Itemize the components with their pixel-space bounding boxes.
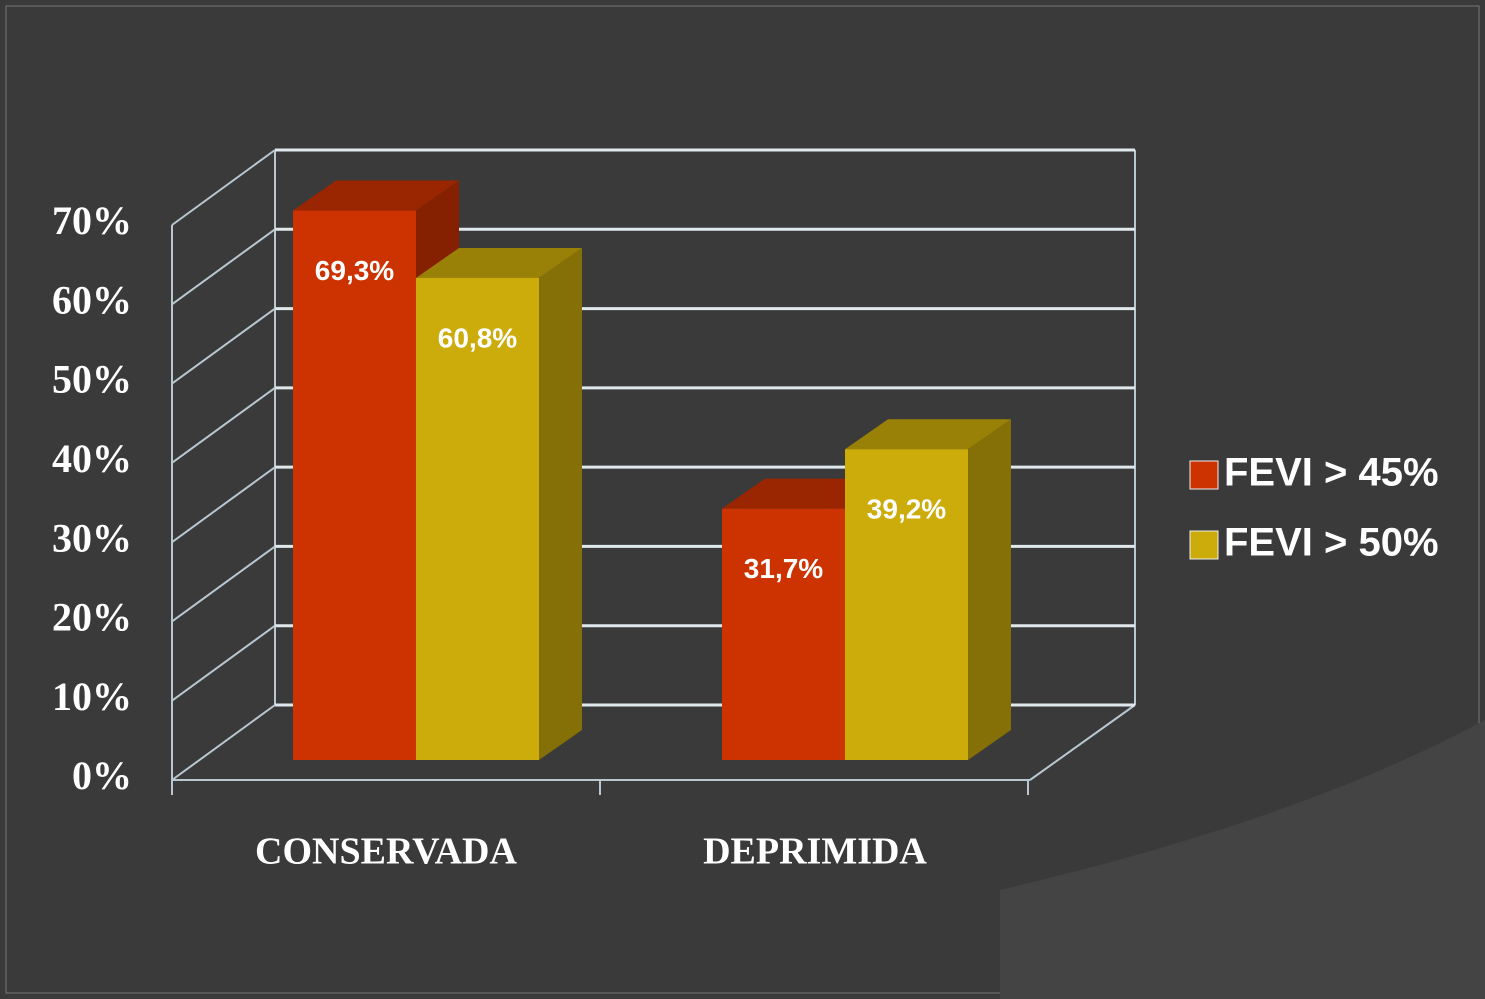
y-tick-label: 30% (52, 515, 132, 560)
y-tick-label: 60% (52, 277, 132, 322)
y-tick-label: 40% (52, 436, 132, 481)
side-grid-line (171, 149, 276, 226)
value-label: 39,2% (867, 494, 946, 525)
bar (416, 277, 539, 760)
y-tick-label: 20% (52, 595, 132, 640)
value-label: 69,3% (315, 255, 394, 286)
walls (171, 150, 1136, 795)
side-grid-line (171, 466, 276, 543)
bar-top (416, 247, 582, 278)
side-grid-line (171, 228, 276, 306)
x-tick-label: CONSERVADA (255, 831, 517, 873)
legend-label: FEVI > 45% (1224, 451, 1439, 495)
value-label: 31,7% (744, 553, 823, 584)
side-grid-line (171, 387, 276, 464)
y-tick-label: 70% (52, 198, 132, 243)
bar-top (293, 180, 459, 211)
bar (722, 508, 845, 760)
legend-swatch (1189, 460, 1219, 490)
x-tick-label: DEPRIMIDA (703, 831, 927, 873)
bar-side (539, 247, 582, 760)
frame (5, 5, 1480, 994)
side-grid-line (171, 545, 276, 623)
bar-top (845, 419, 1011, 450)
decor (1000, 720, 1485, 999)
side-grid-line (171, 307, 276, 385)
legend-label: FEVI > 50% (1224, 521, 1439, 565)
y-tick-label: 0% (72, 753, 132, 798)
side-grid-line (171, 624, 276, 702)
side-grid-line (171, 704, 276, 781)
bar-side (968, 419, 1011, 760)
legend-swatch (1189, 530, 1219, 560)
bar (845, 449, 968, 760)
bar (293, 210, 416, 761)
value-label: 60,8% (438, 322, 517, 353)
y-tick-label: 10% (52, 674, 132, 719)
y-tick-label: 50% (52, 357, 132, 402)
